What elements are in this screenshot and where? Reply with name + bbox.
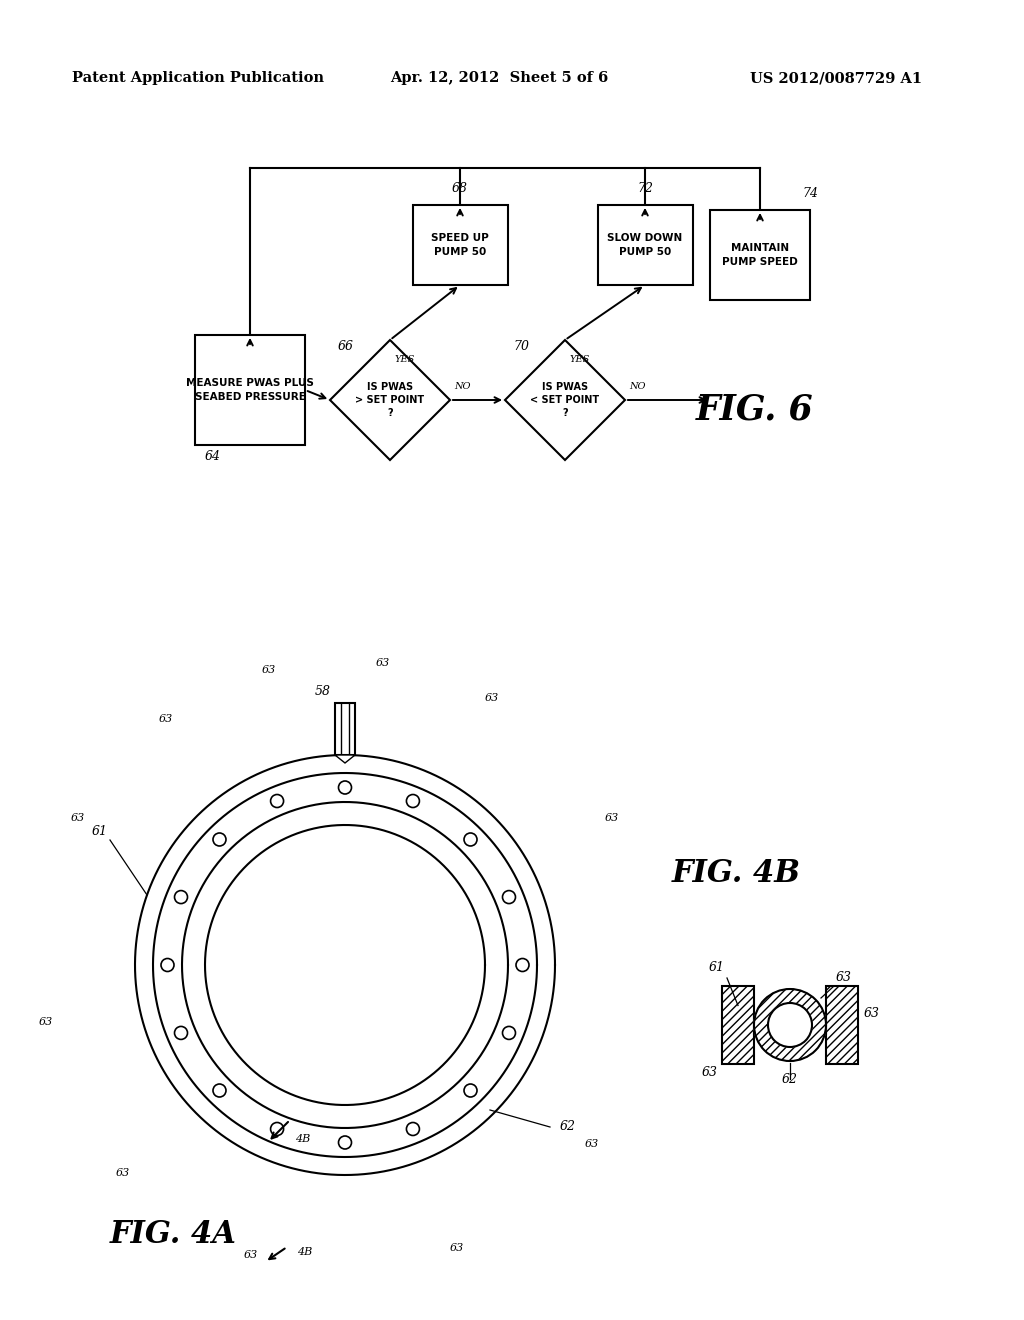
Text: NO: NO xyxy=(629,381,645,391)
Bar xyxy=(754,1016,790,1034)
Bar xyxy=(710,210,810,300)
Circle shape xyxy=(464,833,477,846)
Text: Apr. 12, 2012  Sheet 5 of 6: Apr. 12, 2012 Sheet 5 of 6 xyxy=(390,71,608,84)
Polygon shape xyxy=(335,755,355,763)
Text: FIG. 4B: FIG. 4B xyxy=(672,858,801,888)
Bar xyxy=(826,986,858,1064)
Text: 61: 61 xyxy=(709,961,725,974)
Circle shape xyxy=(174,1027,187,1039)
Text: 61: 61 xyxy=(92,825,108,838)
Bar xyxy=(790,1016,826,1034)
Text: 74: 74 xyxy=(802,187,818,201)
Text: 4B: 4B xyxy=(297,1247,312,1257)
Text: 63: 63 xyxy=(39,1016,53,1027)
Circle shape xyxy=(339,1137,351,1148)
Text: 63: 63 xyxy=(71,813,85,824)
Text: SLOW DOWN
PUMP 50: SLOW DOWN PUMP 50 xyxy=(607,234,683,256)
Bar xyxy=(195,335,305,445)
Bar xyxy=(335,704,355,755)
Text: 63: 63 xyxy=(376,657,390,668)
Circle shape xyxy=(407,1122,420,1135)
Text: IS PWAS
> SET POINT
?: IS PWAS > SET POINT ? xyxy=(355,381,425,418)
Text: 64: 64 xyxy=(205,450,221,463)
Circle shape xyxy=(270,1122,284,1135)
Text: NO: NO xyxy=(454,381,470,391)
Text: 63: 63 xyxy=(262,665,276,675)
Text: 72: 72 xyxy=(637,182,653,195)
Circle shape xyxy=(754,989,826,1061)
Circle shape xyxy=(516,958,529,972)
Text: 63: 63 xyxy=(605,813,618,824)
Text: 63: 63 xyxy=(585,1139,598,1148)
Bar xyxy=(413,205,508,285)
Bar xyxy=(597,205,692,285)
Circle shape xyxy=(503,891,515,904)
Text: 63: 63 xyxy=(450,1243,464,1253)
Circle shape xyxy=(161,958,174,972)
Text: 63: 63 xyxy=(244,1250,258,1259)
Bar xyxy=(826,986,858,1064)
Circle shape xyxy=(213,1084,226,1097)
Wedge shape xyxy=(754,989,826,1061)
Text: MEASURE PWAS PLUS
SEABED PRESSURE: MEASURE PWAS PLUS SEABED PRESSURE xyxy=(186,379,314,401)
Circle shape xyxy=(339,781,351,795)
Text: 66: 66 xyxy=(338,341,354,352)
Text: 63: 63 xyxy=(836,972,852,983)
Circle shape xyxy=(174,891,187,904)
Text: YES: YES xyxy=(395,355,416,364)
Bar xyxy=(722,986,754,1064)
Circle shape xyxy=(407,795,420,808)
Text: FIG. 6: FIG. 6 xyxy=(696,393,814,426)
Text: 63: 63 xyxy=(864,1007,880,1020)
Text: 58: 58 xyxy=(315,685,331,698)
Circle shape xyxy=(503,1027,515,1039)
Text: YES: YES xyxy=(570,355,590,364)
Text: FIG. 4A: FIG. 4A xyxy=(110,1218,237,1250)
Text: 4B: 4B xyxy=(295,1134,310,1144)
Text: SPEED UP
PUMP 50: SPEED UP PUMP 50 xyxy=(431,234,488,256)
Text: 63: 63 xyxy=(116,1168,130,1179)
Text: 62: 62 xyxy=(560,1119,575,1133)
Polygon shape xyxy=(505,341,625,459)
Circle shape xyxy=(270,795,284,808)
Text: 63: 63 xyxy=(702,1067,718,1078)
Circle shape xyxy=(213,833,226,846)
Text: US 2012/0087729 A1: US 2012/0087729 A1 xyxy=(750,71,923,84)
Bar xyxy=(722,986,754,1064)
Text: 68: 68 xyxy=(452,182,468,195)
Text: 63: 63 xyxy=(484,693,499,704)
Text: 62: 62 xyxy=(782,1073,798,1086)
Text: 70: 70 xyxy=(513,341,529,352)
Text: Patent Application Publication: Patent Application Publication xyxy=(72,71,324,84)
Text: IS PWAS
< SET POINT
?: IS PWAS < SET POINT ? xyxy=(530,381,600,418)
Text: 63: 63 xyxy=(159,714,173,723)
Circle shape xyxy=(768,1003,812,1047)
Circle shape xyxy=(464,1084,477,1097)
Polygon shape xyxy=(330,341,450,459)
Text: MAINTAIN
PUMP SPEED: MAINTAIN PUMP SPEED xyxy=(722,243,798,267)
